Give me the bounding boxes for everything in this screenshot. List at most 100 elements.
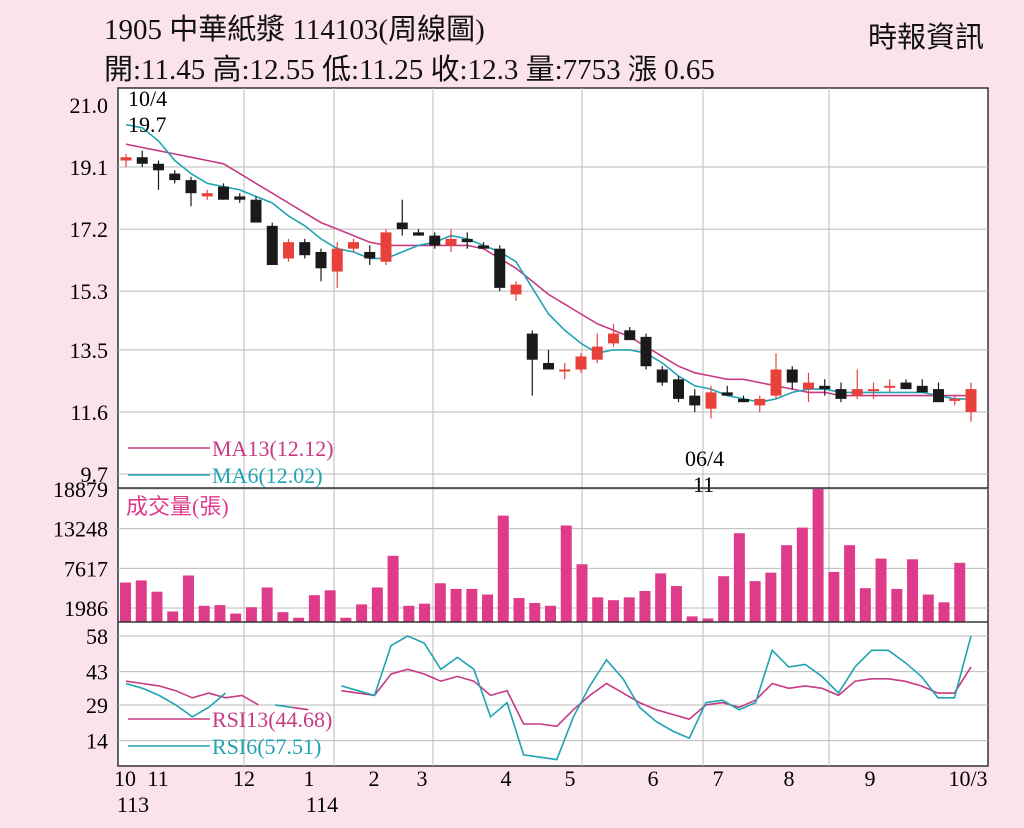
x-tick-label: 7: [713, 766, 724, 791]
rsi-tick-label: 43: [86, 660, 108, 685]
volume-bar: [482, 594, 494, 622]
candle-body: [640, 336, 652, 367]
rsi-tick-label: 58: [86, 624, 108, 649]
volume-bar: [749, 581, 761, 622]
volume-bar: [607, 600, 619, 622]
candle-body: [591, 346, 603, 360]
source-label: 時報資訊: [867, 22, 984, 54]
candle-body: [396, 222, 408, 230]
candle-body: [510, 284, 522, 295]
ma6-line: [125, 123, 971, 404]
x-tick-label: 12: [233, 766, 255, 791]
candle-body: [575, 356, 587, 370]
candle-body: [965, 389, 977, 412]
price-tick-label: 9.7: [81, 462, 109, 487]
volume-bar: [434, 583, 446, 622]
candle-body: [770, 369, 782, 396]
volume-bar: [356, 604, 368, 622]
volume-bar: [576, 564, 588, 622]
candle-body: [884, 385, 896, 388]
candle-body: [559, 369, 571, 372]
candle-body: [234, 196, 246, 200]
x-tick-label: 1: [304, 766, 315, 791]
candle-body: [461, 238, 473, 243]
low-value-label: 11: [693, 472, 714, 497]
candle-body: [445, 238, 457, 246]
candle-body: [169, 173, 181, 181]
rsi13-line: [125, 666, 972, 728]
plot-frame: [117, 87, 989, 767]
volume-bar: [891, 588, 903, 622]
ma13-line: [125, 143, 971, 397]
candle-body: [900, 382, 912, 390]
x-tick-label: 5: [565, 766, 576, 791]
volume-bar: [450, 588, 462, 622]
moving-average-lines: [125, 123, 971, 404]
candle-body: [120, 157, 132, 161]
volume-tick-label: 13248: [53, 517, 108, 542]
candle-body: [819, 385, 831, 390]
volume-bar: [639, 591, 651, 622]
price-tick-label: 11.6: [70, 400, 108, 425]
volume-label: 成交量(張): [126, 494, 229, 519]
volume-bar: [922, 594, 934, 622]
volume-bar: [670, 586, 682, 622]
candle-body: [266, 225, 278, 266]
volume-bar: [702, 618, 714, 622]
candle-body: [185, 180, 197, 194]
rsi-tick-label: 14: [86, 729, 108, 754]
candle-body: [754, 398, 766, 406]
volume-bar: [938, 602, 950, 622]
high-date-label: 10/4: [128, 86, 167, 111]
year-label: 114: [306, 792, 338, 817]
candle-body: [721, 392, 733, 396]
year-label: 113: [117, 792, 149, 817]
volume-bar: [545, 605, 556, 622]
candle-body: [478, 245, 489, 249]
volume-bar: [623, 597, 635, 622]
candle-body: [543, 362, 554, 370]
candle-body: [608, 333, 619, 344]
x-tick-label: 10: [114, 766, 136, 791]
volume-bar: [954, 562, 966, 622]
quote-summary: 開:11.45 高:12.55 低:11.25 收:12.3 量:7753 漲 …: [104, 54, 715, 86]
candle-body: [803, 382, 814, 390]
x-tick-label: 4: [501, 766, 512, 791]
volume-bar: [828, 571, 840, 622]
volume-bar: [371, 587, 383, 622]
volume-bar: [686, 616, 698, 622]
candle-body: [315, 251, 327, 269]
volume-bar: [592, 597, 604, 622]
candle-body: [526, 333, 538, 360]
volume-bar: [230, 613, 242, 622]
candle-body: [429, 235, 441, 246]
candle-body: [738, 398, 749, 403]
price-tick-label: 13.5: [70, 338, 109, 363]
candle-body: [331, 248, 343, 272]
candle-body: [673, 379, 684, 399]
candlesticks: [120, 150, 977, 422]
volume-bar: [796, 527, 808, 622]
x-tick-label: 6: [648, 766, 659, 791]
volume-bar: [875, 558, 887, 622]
volume-bar: [387, 555, 399, 622]
price-tick-label: 17.2: [70, 217, 109, 242]
volume-bar: [718, 576, 730, 622]
ma6-legend: MA6(12.02): [212, 463, 323, 488]
candle-body: [380, 232, 392, 262]
candle-body: [153, 163, 164, 171]
candle-body: [348, 242, 359, 249]
volume-bar: [120, 582, 131, 622]
candle-body: [851, 389, 863, 396]
rsi-lines: [125, 635, 972, 761]
candle-body: [250, 199, 262, 223]
volume-bar: [419, 603, 431, 622]
candle-body: [136, 157, 148, 164]
volume-tick-label: 7617: [64, 556, 108, 581]
candle-body: [624, 330, 636, 341]
volume-bar: [261, 587, 273, 622]
rsi6-legend: RSI6(57.51): [212, 734, 321, 759]
volume-bar: [293, 617, 305, 622]
volume-bar: [182, 575, 194, 622]
